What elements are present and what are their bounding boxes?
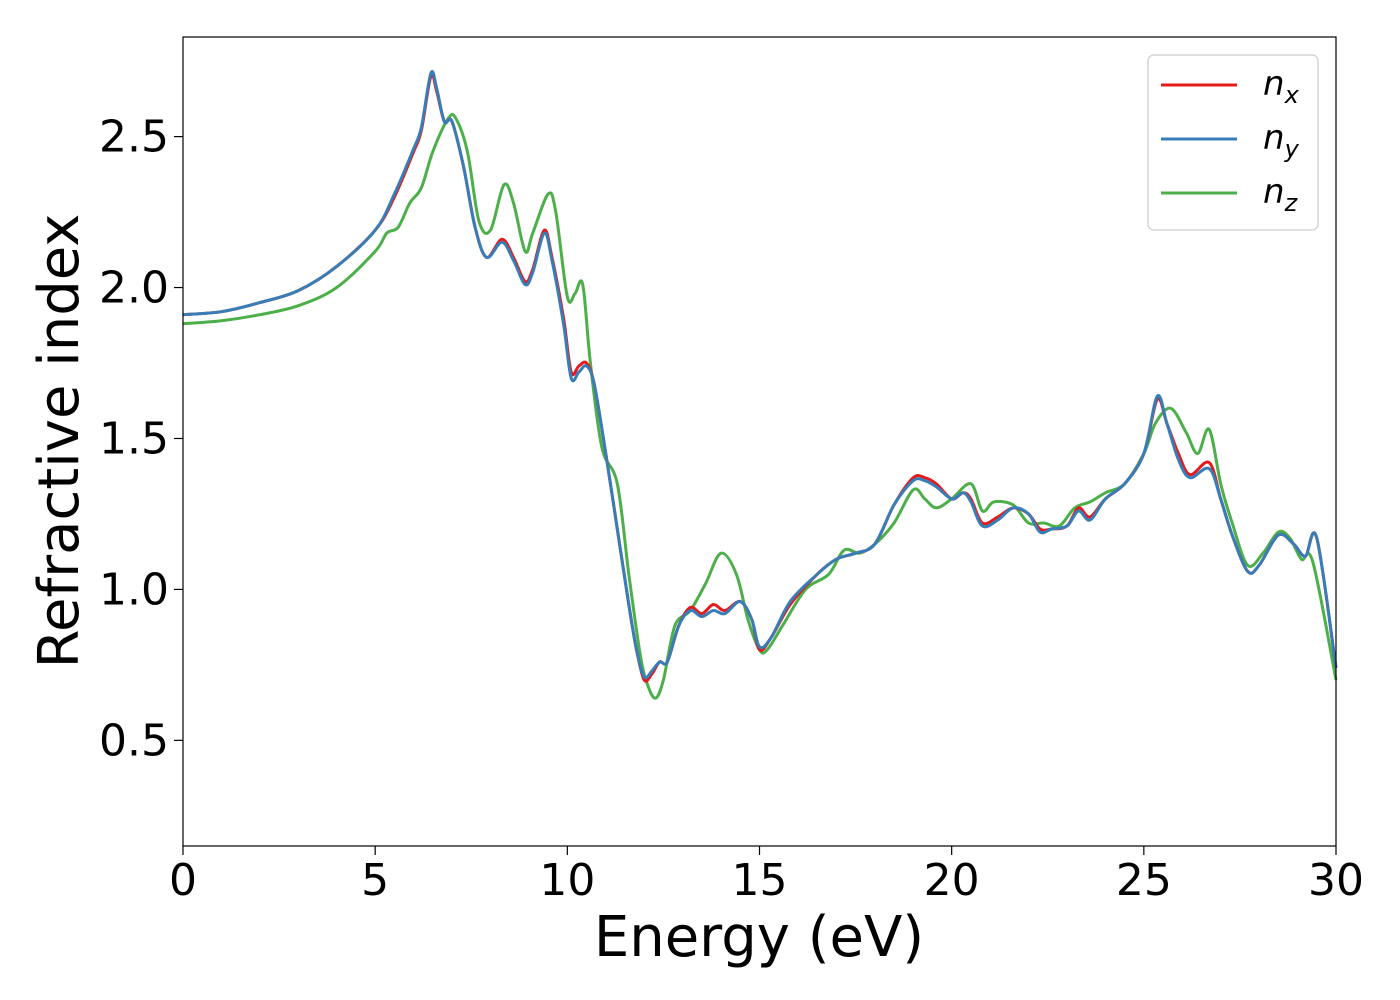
- legend-box: [1147, 54, 1319, 231]
- x-tick-label: 20: [924, 855, 980, 906]
- legend-label-z: nz: [1263, 172, 1299, 217]
- series-line-z: [182, 112, 1338, 700]
- series-layer: [182, 70, 1338, 700]
- x-tick-label: 10: [539, 855, 595, 906]
- x-tick-label: 0: [169, 855, 197, 906]
- y-tick-label: 1.0: [99, 564, 169, 615]
- ticks-layer: 0 5 10 15 20 25 30 0.5 1.0 1.5 2.0 2.5: [99, 112, 1364, 906]
- legend-label-y: ny: [1263, 118, 1300, 163]
- x-tick-label: 25: [1116, 855, 1172, 906]
- y-tick-label: 0.5: [99, 715, 169, 766]
- x-tick-label: 30: [1308, 855, 1364, 906]
- x-tick-label: 5: [361, 855, 389, 906]
- y-tick-label: 2.5: [99, 112, 169, 163]
- y-tick-label: 2.0: [99, 263, 169, 314]
- x-tick-label: 15: [732, 855, 788, 906]
- legend-label-x: nx: [1263, 64, 1300, 109]
- x-axis-label: Energy (eV): [594, 905, 924, 970]
- series-line-y: [182, 70, 1338, 680]
- legend: nx ny nz: [1147, 54, 1319, 231]
- y-tick-label: 1.5: [99, 413, 169, 464]
- y-axis-label: Refractive index: [27, 214, 92, 669]
